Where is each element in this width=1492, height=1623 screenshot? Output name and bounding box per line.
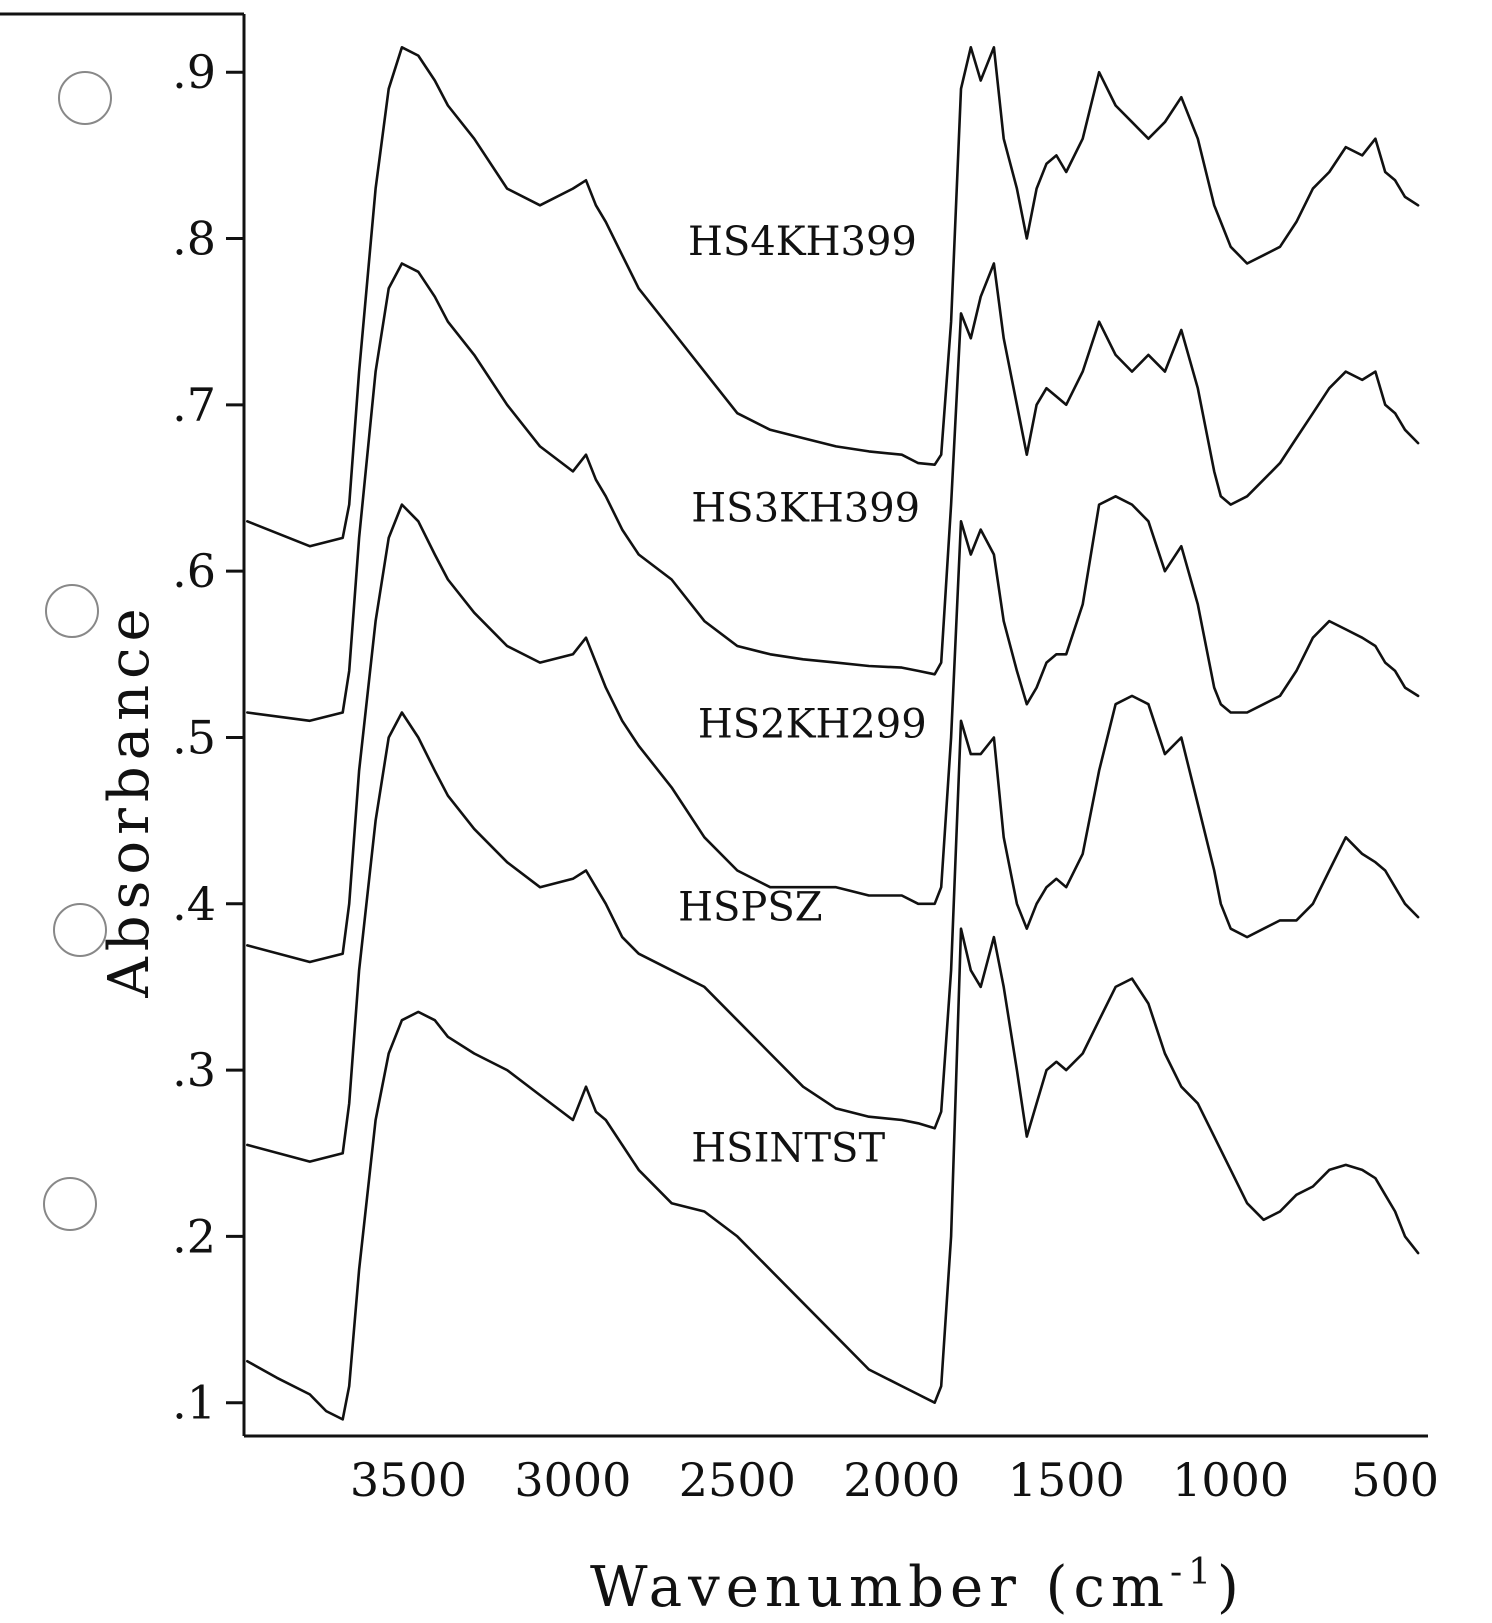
series-label: HSINTST: [691, 1126, 885, 1172]
y-tick-label: .1: [172, 1376, 216, 1430]
series-label: HS2KH299: [698, 701, 927, 747]
punch-hole: [58, 71, 112, 125]
y-tick-label: .6: [172, 544, 216, 598]
y-axis-title: Absorbance: [97, 602, 162, 998]
punch-hole: [53, 903, 107, 957]
x-tick-label: 1000: [1172, 1453, 1289, 1507]
series-labels: HS4KH399 HS3KH399 HS2KH299 HSPSZ HSINTST: [678, 219, 927, 1171]
series-line: [246, 46, 1420, 548]
series-label: HS4KH399: [688, 219, 917, 265]
x-axis-ticks: 3500 3000 2500 2000 1500 1000 500: [350, 1453, 1439, 1507]
x-tick-label: 1500: [1008, 1453, 1125, 1507]
x-axis-title-close: ): [1217, 1555, 1245, 1620]
series-line: [246, 495, 1420, 964]
punch-hole: [43, 1177, 97, 1231]
y-tick-label: .9: [172, 45, 216, 99]
series-line: [246, 927, 1420, 1421]
series-line: [246, 694, 1420, 1163]
x-tick-label: 3000: [514, 1453, 631, 1507]
x-tick-label: 3500: [350, 1453, 467, 1507]
series-label: HSPSZ: [678, 884, 822, 930]
y-tick-label: .8: [172, 212, 216, 266]
x-axis-title-superscript: -1: [1170, 1552, 1217, 1593]
punch-hole: [45, 584, 99, 638]
x-tick-label: 2500: [679, 1453, 796, 1507]
y-tick-label: .7: [172, 378, 216, 432]
series-label: HS3KH399: [691, 485, 920, 531]
y-tick-label: .5: [172, 710, 216, 764]
y-tick-label: .2: [172, 1209, 216, 1263]
y-tick-label: .3: [172, 1043, 216, 1097]
y-axis-ticks: .1 .2 .3 .4 .5 .6 .7 .8 .9: [172, 45, 244, 1430]
series-line: [246, 262, 1420, 723]
x-axis-title-main: Wavenumber (cm: [590, 1555, 1170, 1620]
axes: [0, 12, 1428, 1438]
x-tick-label: 500: [1351, 1453, 1439, 1507]
binder-punch-holes: [43, 71, 112, 1231]
x-axis-title: Wavenumber (cm-1): [590, 1552, 1245, 1620]
spectrum-traces: [246, 46, 1420, 1421]
y-tick-label: .4: [172, 877, 216, 931]
x-tick-label: 2000: [843, 1453, 960, 1507]
